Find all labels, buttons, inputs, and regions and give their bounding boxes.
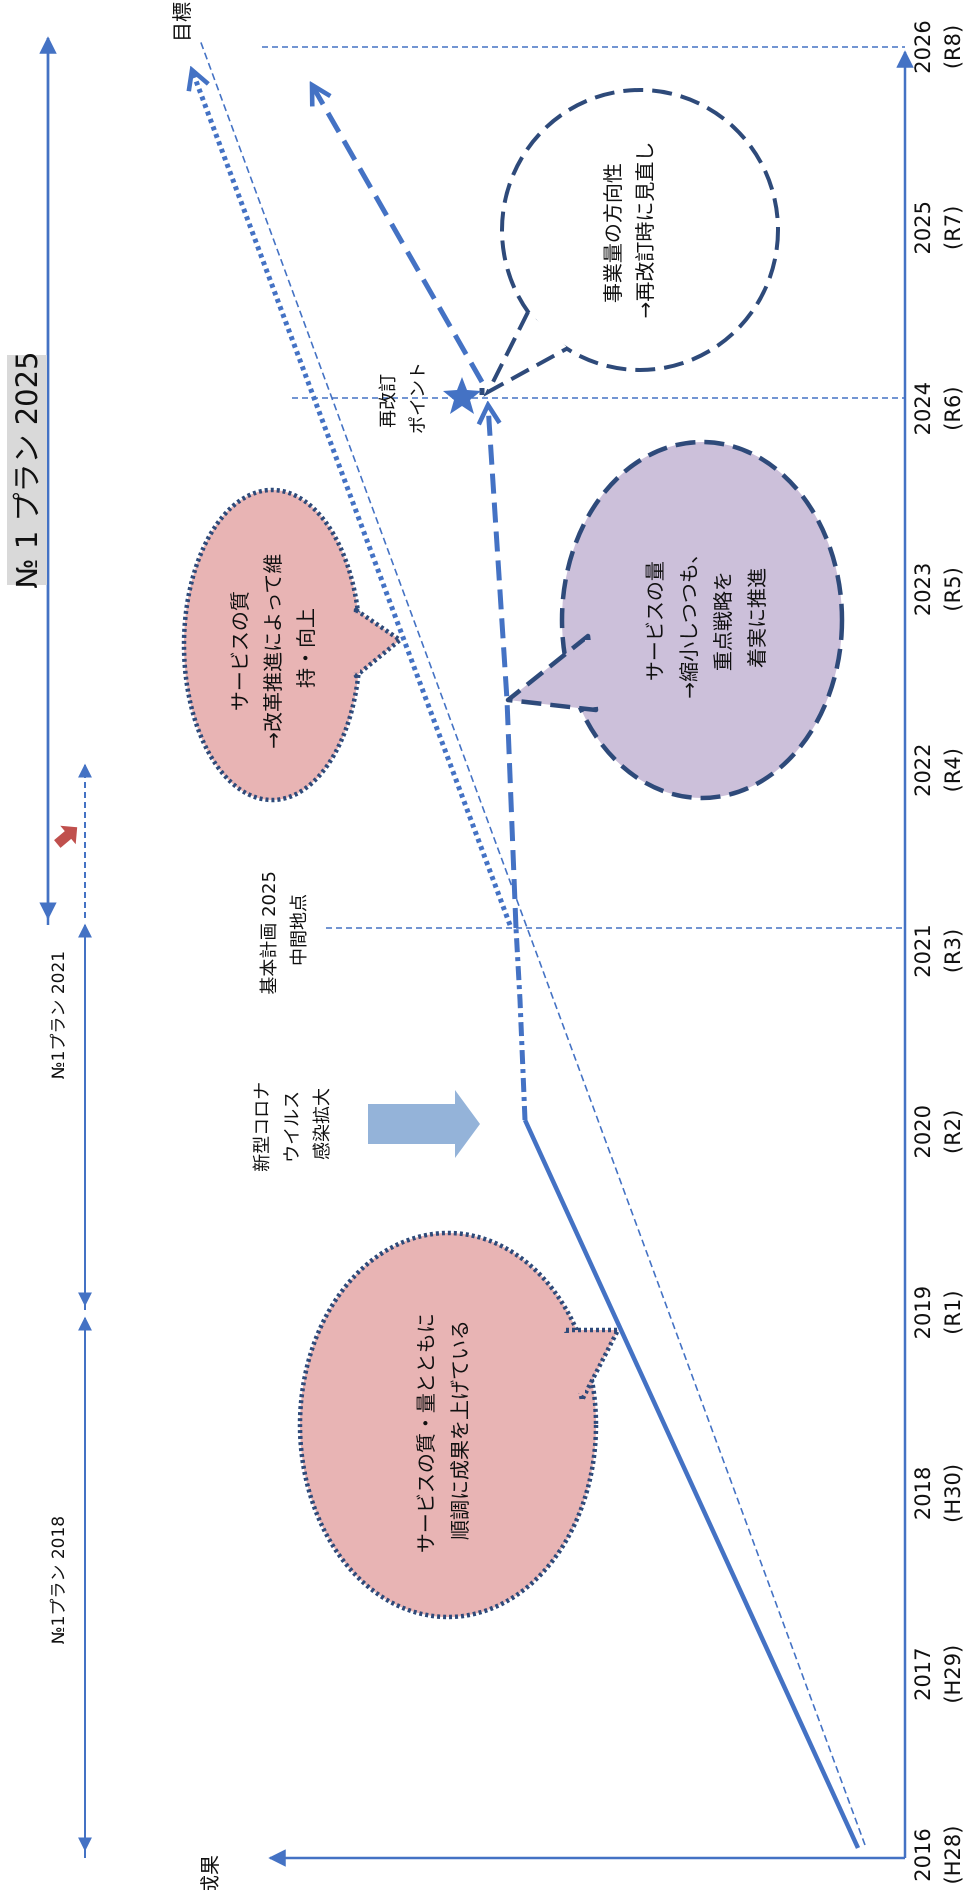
year-tick-2023: 2023 (R5): [911, 563, 965, 616]
year-tick-2025: 2025 (R7): [911, 201, 965, 254]
year-tick-2018: 2018 (H30): [911, 1464, 965, 1523]
svg-text:再改訂 ポイント: 再改訂 ポイント: [378, 362, 429, 434]
era-label: (R2): [941, 1110, 965, 1154]
growth-line: [522, 1119, 861, 1849]
midpoint-line2: 中間地点: [289, 894, 310, 966]
year-ticks: 2016 (H28)2017 (H29)2018 (H30)2019 (R1)2020(…: [911, 20, 965, 1884]
svg-text:事業量の方向性 →再改訂時に見直し: 事業量の方向性 →再改訂時に見直し: [601, 142, 657, 319]
year-tick-2019: 2019 (R1): [911, 1286, 965, 1339]
bubble-pink-progress-line1: サービスの質・量とともに: [414, 1313, 438, 1553]
title-background: [7, 355, 47, 585]
revision-line2: ポイント: [408, 362, 429, 434]
era-label: (R7): [941, 206, 965, 250]
bubble-pink-quality-line3: 持・向上: [294, 608, 318, 688]
revision-star: [443, 377, 481, 414]
era-label: (R6): [941, 386, 965, 430]
era-label: (R4): [941, 748, 965, 792]
bubble-purple-line4: 着実に推進: [745, 568, 769, 668]
future-arrow-up: [312, 85, 485, 384]
bubble-white-line1: 事業量の方向性: [601, 163, 625, 303]
era-label: (R3): [941, 929, 965, 973]
plan-2021-label: №1プラン 2021: [49, 951, 69, 1079]
svg-text:基本計画 2025 中間地点: 基本計画 2025 中間地点: [259, 865, 310, 994]
year-label: 2024: [911, 382, 935, 435]
year-label: 2022: [911, 743, 935, 796]
year-label: 2019: [911, 1286, 935, 1339]
svg-text:新型コロナ ウイルス 感染拡大: 新型コロナ ウイルス 感染拡大: [252, 1076, 333, 1172]
corona-arrow: [368, 1090, 480, 1158]
revision-line1: 再改訂: [378, 374, 399, 428]
quantity-line: [488, 405, 519, 929]
corona-line1: 新型コロナ: [252, 1082, 273, 1172]
year-label: 2020: [911, 1105, 935, 1158]
svg-text:サービスの質・量とともに 順調に成果を上げている: サービスの質・量とともに 順調に成果を上げている: [414, 1307, 472, 1553]
year-tick-2022: 2022 (R4): [911, 743, 965, 796]
bubble-pink-progress: サービスの質・量とともに 順調に成果を上げている: [297, 1230, 621, 1620]
bubble-white-line2: →再改訂時に見直し: [633, 142, 657, 319]
era-label: (R1): [941, 1290, 965, 1334]
plan-range-arrows: [39, 36, 92, 1858]
corona-period-line: [513, 927, 528, 1121]
y-axis-label: 成果: [198, 1855, 222, 1890]
goal-label: 目標: [170, 2, 194, 42]
svg-text:サービスの量 →縮小しつつも、 重点: サービスの量 →縮小しつつも、 重点戦略を 着実に推進: [643, 537, 769, 698]
corona-line3: 感染拡大: [312, 1088, 333, 1160]
year-label: 2023: [911, 563, 935, 616]
bubble-purple: サービスの量 →縮小しつつも、 重点戦略を 着実に推進: [505, 439, 845, 801]
svg-text:成果: 成果: [198, 1855, 222, 1890]
bubble-purple-line2: →縮小しつつも、: [677, 544, 701, 699]
year-label: 2018: [911, 1467, 935, 1520]
year-tick-2026: 2026 (R8): [911, 20, 965, 73]
year-label: 2025: [911, 201, 935, 254]
svg-text:目標: 目標: [170, 2, 194, 42]
era-label: (H28): [941, 1826, 965, 1885]
bubble-white: 事業量の方向性 →再改訂時に見直し: [483, 88, 780, 397]
target-trend-line: [199, 39, 866, 1846]
era-label: (R5): [941, 567, 965, 611]
bubble-purple-line3: 重点戦略を: [711, 571, 735, 671]
year-label: 2021: [911, 924, 935, 977]
year-label: 2026: [911, 20, 935, 73]
year-tick-2021: 2021 (R3): [911, 924, 965, 977]
year-label: 2016: [911, 1828, 935, 1881]
year-label: 2017: [911, 1647, 935, 1700]
corona-line2: ウイルス: [282, 1091, 303, 1163]
year-tick-2016: 2016 (H28): [911, 1826, 965, 1885]
plan-2018-label: №1プラン 2018: [49, 1516, 69, 1644]
bubble-pink-quality: サービスの質 →改革推進によって維 持・向上: [181, 487, 403, 803]
red-shift-arrow: [54, 825, 78, 848]
bubble-purple-line1: サービスの量: [643, 561, 667, 681]
midpoint-line1: 基本計画 2025: [259, 871, 280, 995]
year-tick-2017: 2017 (H29): [911, 1645, 965, 1704]
era-label: (H30): [941, 1464, 965, 1523]
bubble-pink-quality-line2: →改革推進によって維: [261, 554, 285, 749]
bubble-pink-quality-line1: サービスの質: [228, 591, 252, 711]
year-tick-2020: 2020 (R2): [911, 1105, 965, 1158]
main-title: № 1 プラン 2025: [10, 351, 44, 588]
quality-line: [192, 70, 513, 926]
year-tick-2024: 2024 (R6): [911, 382, 965, 435]
bubble-pink-progress-line2: 順調に成果を上げている: [448, 1320, 472, 1540]
svg-text:サービスの質 →改革推進によって維: サービスの質 →改革推進によって維 持・向上: [228, 547, 318, 749]
era-label: (R8): [941, 25, 965, 69]
era-label: (H29): [941, 1645, 965, 1704]
